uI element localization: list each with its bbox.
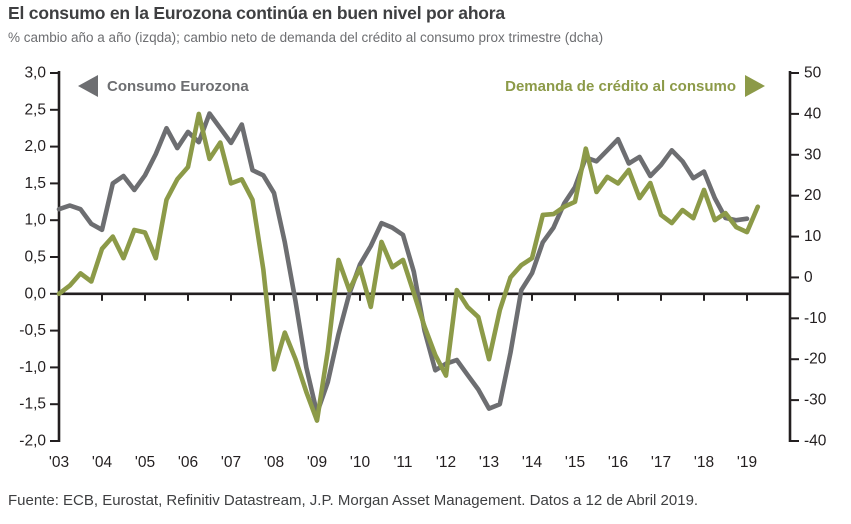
x-axis-year-label: '03 (49, 454, 69, 471)
x-axis-year-label: '12 (436, 454, 456, 471)
chart-subtitle: % cambio año a año (izqda); cambio neto … (8, 30, 604, 45)
y-axis-right-tick-label: -20 (804, 351, 827, 368)
chart-title: El consumo en la Eurozona continúa en bu… (8, 3, 505, 23)
x-axis-year-label: '15 (565, 454, 585, 471)
y-axis-left-tick-label: -1,0 (19, 359, 46, 376)
y-axis-left-tick-label: -0,5 (19, 322, 46, 339)
x-axis-year-label: '17 (651, 454, 671, 471)
y-axis-left-tick-label: 1,0 (24, 212, 46, 229)
y-axis-left-tick-label: -2,0 (19, 433, 46, 450)
legend-credit-demand-label: Demanda de crédito al consumo (505, 77, 736, 95)
x-axis-year-label: '06 (178, 454, 198, 471)
y-axis-left-tick-label: 1,5 (24, 175, 46, 192)
y-axis-left-tick-label: -1,5 (19, 396, 46, 413)
y-axis-right-tick-label: -30 (804, 392, 827, 409)
y-axis-right-tick-label: 20 (804, 187, 822, 204)
y-axis-right-tick-label: 0 (804, 269, 813, 286)
legend-consumption-label: Consumo Eurozona (107, 77, 249, 95)
x-axis-year-label: '18 (694, 454, 714, 471)
consumption-line (56, 111, 750, 416)
x-axis-year-label: '19 (737, 454, 757, 471)
source-note: Fuente: ECB, Eurostat, Refinitiv Datastr… (8, 492, 699, 509)
y-axis-right-tick-label: -10 (804, 310, 827, 327)
y-axis-right-tick-label: -40 (804, 433, 827, 450)
x-axis-year-label: '09 (307, 454, 327, 471)
y-axis-left-tick-label: 2,0 (24, 138, 46, 155)
x-axis-year-label: '13 (479, 454, 499, 471)
x-axis-year-label: '11 (393, 454, 412, 471)
x-axis-year-label: '05 (135, 454, 155, 471)
credit-demand-line (56, 111, 761, 423)
x-axis-year-label: '07 (221, 454, 241, 471)
y-axis-right-tick-label: 30 (804, 146, 822, 163)
legend-credit-demand: Demanda de crédito al consumo (505, 75, 765, 97)
x-axis-year-label: '16 (608, 454, 628, 471)
right-arrow-icon (745, 75, 765, 97)
x-axis-year-label: '10 (350, 454, 371, 471)
y-axis-left-tick-label: 0,0 (24, 285, 46, 302)
y-axis-right-tick-label: 40 (804, 105, 822, 122)
y-axis-right-tick-label: 50 (804, 65, 822, 82)
y-axis-left-tick-label: 2,5 (24, 101, 46, 118)
left-arrow-icon (78, 75, 98, 97)
x-axis-year-label: '14 (522, 454, 543, 471)
y-axis-left-tick-label: 3,0 (24, 65, 46, 82)
legend-consumption: Consumo Eurozona (78, 75, 249, 97)
x-axis-year-label: '08 (264, 454, 284, 471)
y-axis-left-tick-label: 0,5 (24, 249, 46, 266)
x-axis-year-label: '04 (92, 454, 113, 471)
y-axis-right-tick-label: 10 (804, 228, 822, 245)
